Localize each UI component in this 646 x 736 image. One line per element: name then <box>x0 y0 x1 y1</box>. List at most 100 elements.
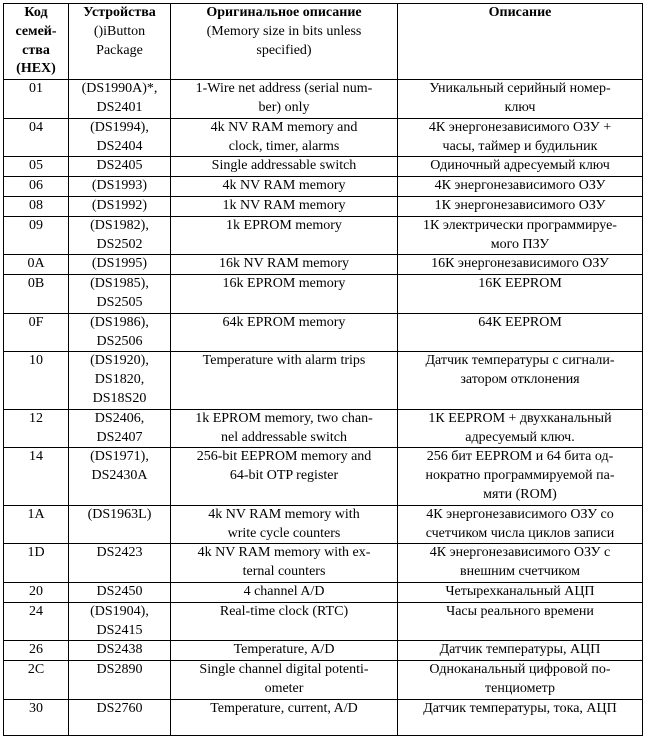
table-row: 0F (DS1986), DS2506 64k EPROM memory 64К EEP… <box>3 312 643 353</box>
table-row: 14 (DS1971), DS2430A 256-bit EEPROM memory … <box>3 447 643 506</box>
cell-line: (DS1920), <box>90 353 149 369</box>
cell-device: DS2450 <box>68 581 171 603</box>
cell-line: 16k NV RAM memory <box>218 256 350 272</box>
cell-device: (DS1963L) <box>68 504 171 545</box>
cell-description: Четырехканальный АЦП <box>397 581 643 603</box>
cell-line: ber) only <box>258 99 310 115</box>
cell-family-code: 30 <box>3 698 69 736</box>
header-line: Оригинальное описание <box>206 5 362 20</box>
cell-original-description: 4k NV RAM memory and clock, timer, alarms <box>170 117 398 158</box>
cell-line: DS2407 <box>96 429 143 445</box>
cell-line: 4К энергонезависимого ОЗУ с <box>429 545 611 561</box>
cell-original-description: 4 channel A/D <box>170 581 398 603</box>
cell-line: write cycle counters <box>227 525 341 541</box>
cell-description: 1К электрически программируе-мого ПЗУ <box>397 215 643 256</box>
cell-line: DS2438 <box>96 642 143 658</box>
cell-line: Четырехканальный АЦП <box>445 583 595 599</box>
cell-line: 256 бит EEPROM и 64 бита од- <box>426 449 614 465</box>
cell-description: 4К энергонезависимого ОЗУ + часы, таймер … <box>397 117 643 158</box>
cell-original-description: 1k EPROM memory <box>170 215 398 256</box>
cell-line: 1К электрически программируе- <box>423 217 617 233</box>
cell-line: 1k EPROM memory <box>226 217 342 233</box>
cell-description: 1К EEPROM + двухканальный адресуемый ключ… <box>397 408 643 449</box>
cell-device: DS2405 <box>68 156 171 178</box>
cell-line: 1-Wire net address (serial num- <box>195 81 373 97</box>
cell-line: (DS1993) <box>91 178 148 194</box>
cell-device: (DS1920), DS1820, DS18S20 <box>68 351 171 410</box>
cell-description: Датчик температуры, тока, АЦП <box>397 698 643 736</box>
table-row: 20 DS2450 4 channel A/D Четырехканальный АЦ… <box>3 581 643 603</box>
cell-line: 4 channel A/D <box>243 583 325 599</box>
cell-device: (DS1992) <box>68 195 171 217</box>
cell-line: ternal counters <box>242 564 326 580</box>
cell-line: DS2890 <box>96 662 143 678</box>
cell-line: 4К энергонезависимого ОЗУ + <box>428 119 612 135</box>
header-line: ства <box>22 42 50 58</box>
table-row: 30 DS2760 Temperature, current, A/D Датчик … <box>3 698 643 736</box>
cell-line: счетчиком числа циклов записи <box>425 525 615 541</box>
cell-line: 1К EEPROM + двухканальный <box>428 410 612 426</box>
cell-description: Одноканальный цифровой по-тенциометр <box>397 660 643 700</box>
cell-device: (DS1982), DS2502 <box>68 215 171 256</box>
cell-device: (DS1990A)*, DS2401 <box>68 79 171 119</box>
cell-line: DS2406, <box>94 410 145 426</box>
cell-line: 4k NV RAM memory and <box>210 119 358 135</box>
cell-family-code: 20 <box>3 581 69 603</box>
cell-line: (DS1963L) <box>87 506 152 522</box>
cell-line: clock, timer, alarms <box>228 138 340 154</box>
cell-line: DS2405 <box>96 158 143 174</box>
header-line: (HEX) <box>16 61 56 77</box>
cell-original-description: 4k NV RAM memory <box>170 176 398 197</box>
cell-family-code: 04 <box>3 117 69 158</box>
cell-description: 4К энергонезависимого ОЗУ с внешним счетч… <box>397 543 643 583</box>
cell-line: нократно программируемой па- <box>425 468 615 484</box>
header-line: Описание <box>488 5 552 20</box>
cell-original-description: 4k NV RAM memory with ex-ternal counters <box>170 543 398 583</box>
table-row: 12 DS2406, DS2407 1k EPROM memory, two chan… <box>3 408 643 449</box>
cell-line: Real-time clock (RTC) <box>219 603 349 619</box>
cell-line: DS2415 <box>96 622 143 638</box>
cell-device: (DS1904), DS2415 <box>68 601 171 642</box>
cell-line: 1k NV RAM memory <box>222 197 346 213</box>
cell-line: 0B <box>27 276 45 292</box>
cell-line: 05 <box>29 158 43 174</box>
table-row: 26 DS2438 Temperature, A/D Датчик температу… <box>3 640 643 662</box>
cell-description: 256 бит EEPROM и 64 бита од-нократно про… <box>397 447 643 506</box>
cell-line: 09 <box>29 217 43 233</box>
header-description: Описание <box>397 2 643 81</box>
cell-line: nel addressable switch <box>221 429 347 445</box>
cell-family-code: 14 <box>3 447 69 506</box>
cell-original-description: Single channel digital potenti-ometer <box>170 660 398 700</box>
cell-line: 1A <box>27 506 45 522</box>
cell-original-description: Temperature, current, A/D <box>170 698 398 736</box>
cell-line: (DS1994), <box>90 119 149 135</box>
cell-device: (DS1995) <box>68 254 171 276</box>
cell-description: Часы реального времени <box>397 601 643 642</box>
table-row: 1A (DS1963L) 4k NV RAM memory with write cy… <box>3 504 643 545</box>
cell-family-code: 01 <box>3 79 69 119</box>
cell-line: 14 <box>29 449 43 465</box>
cell-device: DS2760 <box>68 698 171 736</box>
cell-description: 4К энергонезависимого ОЗУ <box>397 176 643 197</box>
header-device: Устройства ()iButton Package <box>68 2 171 81</box>
table-row: 10 (DS1920), DS1820, DS18S20 Temperature wit… <box>3 351 643 410</box>
cell-line: 1D <box>27 545 45 561</box>
cell-line: 10 <box>29 353 43 369</box>
cell-original-description: 64k EPROM memory <box>170 312 398 353</box>
cell-line: ometer <box>264 680 304 696</box>
cell-family-code: 24 <box>3 601 69 642</box>
cell-line: 30 <box>29 700 43 716</box>
table-row: 08 (DS1992) 1k NV RAM memory 1К энергонезав… <box>3 195 643 217</box>
cell-family-code: 1A <box>3 504 69 545</box>
cell-line: 1k EPROM memory, two chan- <box>195 410 373 426</box>
cell-line: Temperature with alarm trips <box>202 353 366 369</box>
cell-line: 4К энергонезависимого ОЗУ со <box>426 506 614 522</box>
cell-line: (DS1904), <box>90 603 149 619</box>
header-line: (Memory size in bits unless <box>206 23 362 39</box>
cell-line: (DS1986), <box>90 314 149 330</box>
cell-line: 26 <box>29 642 43 658</box>
cell-family-code: 08 <box>3 195 69 217</box>
cell-line: тенциометр <box>485 680 555 696</box>
cell-description: 16К энергонезависимого ОЗУ <box>397 254 643 276</box>
cell-original-description: 1k EPROM memory, two chan-nel addressabl… <box>170 408 398 449</box>
